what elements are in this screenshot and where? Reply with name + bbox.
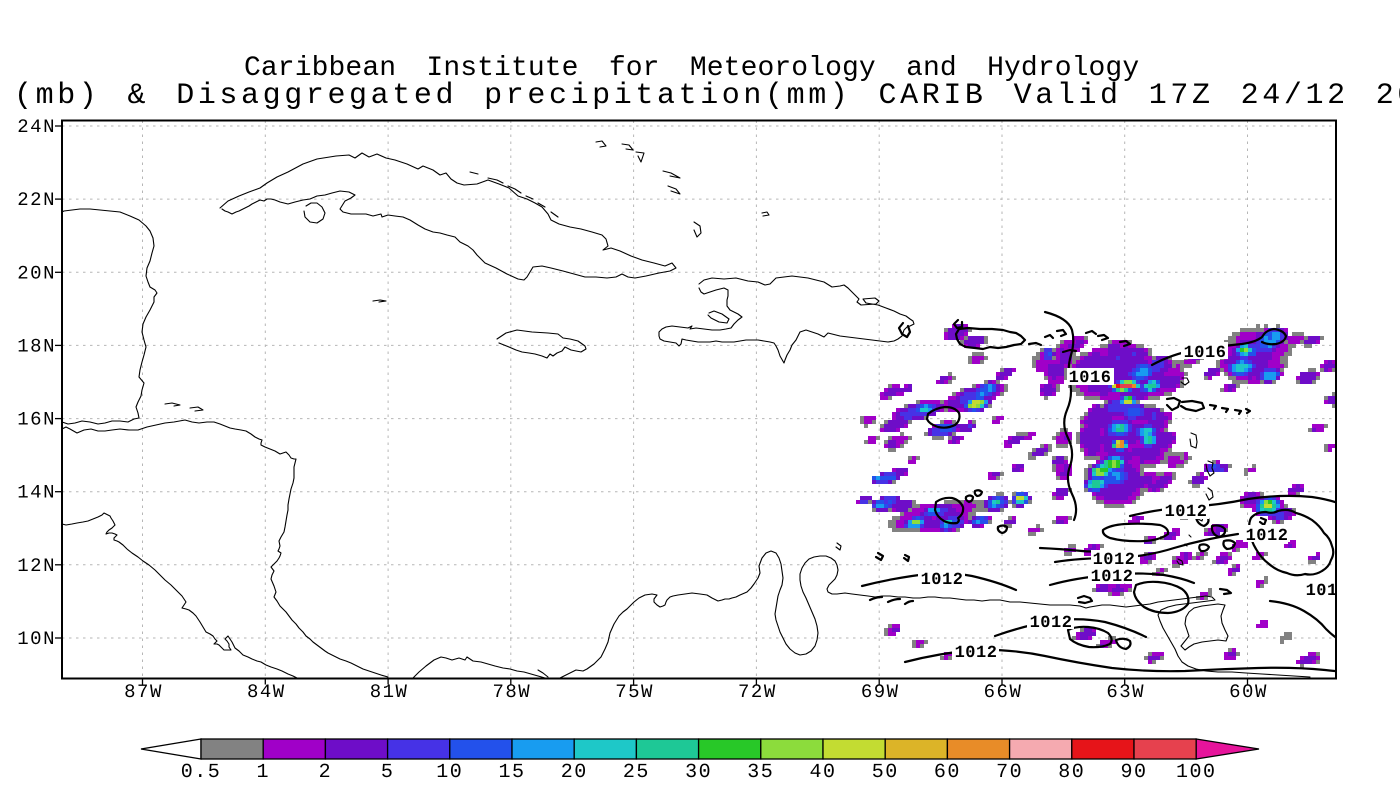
svg-text:20: 20 bbox=[561, 761, 588, 784]
svg-text:2: 2 bbox=[319, 761, 333, 784]
svg-text:30: 30 bbox=[685, 761, 712, 784]
svg-text:1012: 1012 bbox=[1246, 527, 1289, 546]
svg-text:50: 50 bbox=[872, 761, 899, 784]
svg-text:24N: 24N bbox=[17, 116, 56, 138]
svg-text:84W: 84W bbox=[247, 681, 286, 703]
svg-text:87W: 87W bbox=[124, 681, 163, 703]
svg-text:12N: 12N bbox=[17, 555, 56, 577]
svg-text:70: 70 bbox=[996, 761, 1023, 784]
svg-text:80: 80 bbox=[1058, 761, 1085, 784]
svg-text:10N: 10N bbox=[17, 628, 56, 650]
svg-text:35: 35 bbox=[747, 761, 774, 784]
svg-text:1016: 1016 bbox=[1184, 344, 1227, 363]
svg-text:1012: 1012 bbox=[1030, 614, 1073, 633]
svg-text:5: 5 bbox=[381, 761, 395, 784]
svg-text:10: 10 bbox=[436, 761, 463, 784]
svg-text:25: 25 bbox=[623, 761, 650, 784]
svg-text:1012: 1012 bbox=[955, 644, 998, 663]
svg-text:1012: 1012 bbox=[1165, 503, 1208, 522]
svg-text:100: 100 bbox=[1176, 761, 1217, 784]
svg-text:0.5: 0.5 bbox=[181, 761, 222, 784]
svg-text:15: 15 bbox=[498, 761, 525, 784]
svg-text:40: 40 bbox=[809, 761, 836, 784]
svg-text:1: 1 bbox=[256, 761, 270, 784]
svg-text:78W: 78W bbox=[492, 681, 531, 703]
svg-text:90: 90 bbox=[1120, 761, 1147, 784]
svg-text:63W: 63W bbox=[1106, 681, 1145, 703]
svg-text:66W: 66W bbox=[984, 681, 1023, 703]
svg-text:75W: 75W bbox=[615, 681, 654, 703]
svg-text:18N: 18N bbox=[17, 335, 56, 357]
svg-text:69W: 69W bbox=[861, 681, 900, 703]
svg-text:14N: 14N bbox=[17, 482, 56, 504]
svg-text:22N: 22N bbox=[17, 189, 56, 211]
svg-text:16N: 16N bbox=[17, 409, 56, 431]
svg-text:1012: 1012 bbox=[1091, 568, 1134, 587]
svg-text:1012: 1012 bbox=[921, 571, 964, 590]
svg-text:1012: 1012 bbox=[1093, 551, 1136, 570]
svg-text:60: 60 bbox=[934, 761, 961, 784]
svg-text:1012: 1012 bbox=[1306, 582, 1349, 601]
svg-text:20N: 20N bbox=[17, 262, 56, 284]
svg-text:81W: 81W bbox=[370, 681, 409, 703]
svg-text:72W: 72W bbox=[738, 681, 777, 703]
svg-text:60W: 60W bbox=[1229, 681, 1268, 703]
svg-text:1016: 1016 bbox=[1069, 369, 1112, 388]
